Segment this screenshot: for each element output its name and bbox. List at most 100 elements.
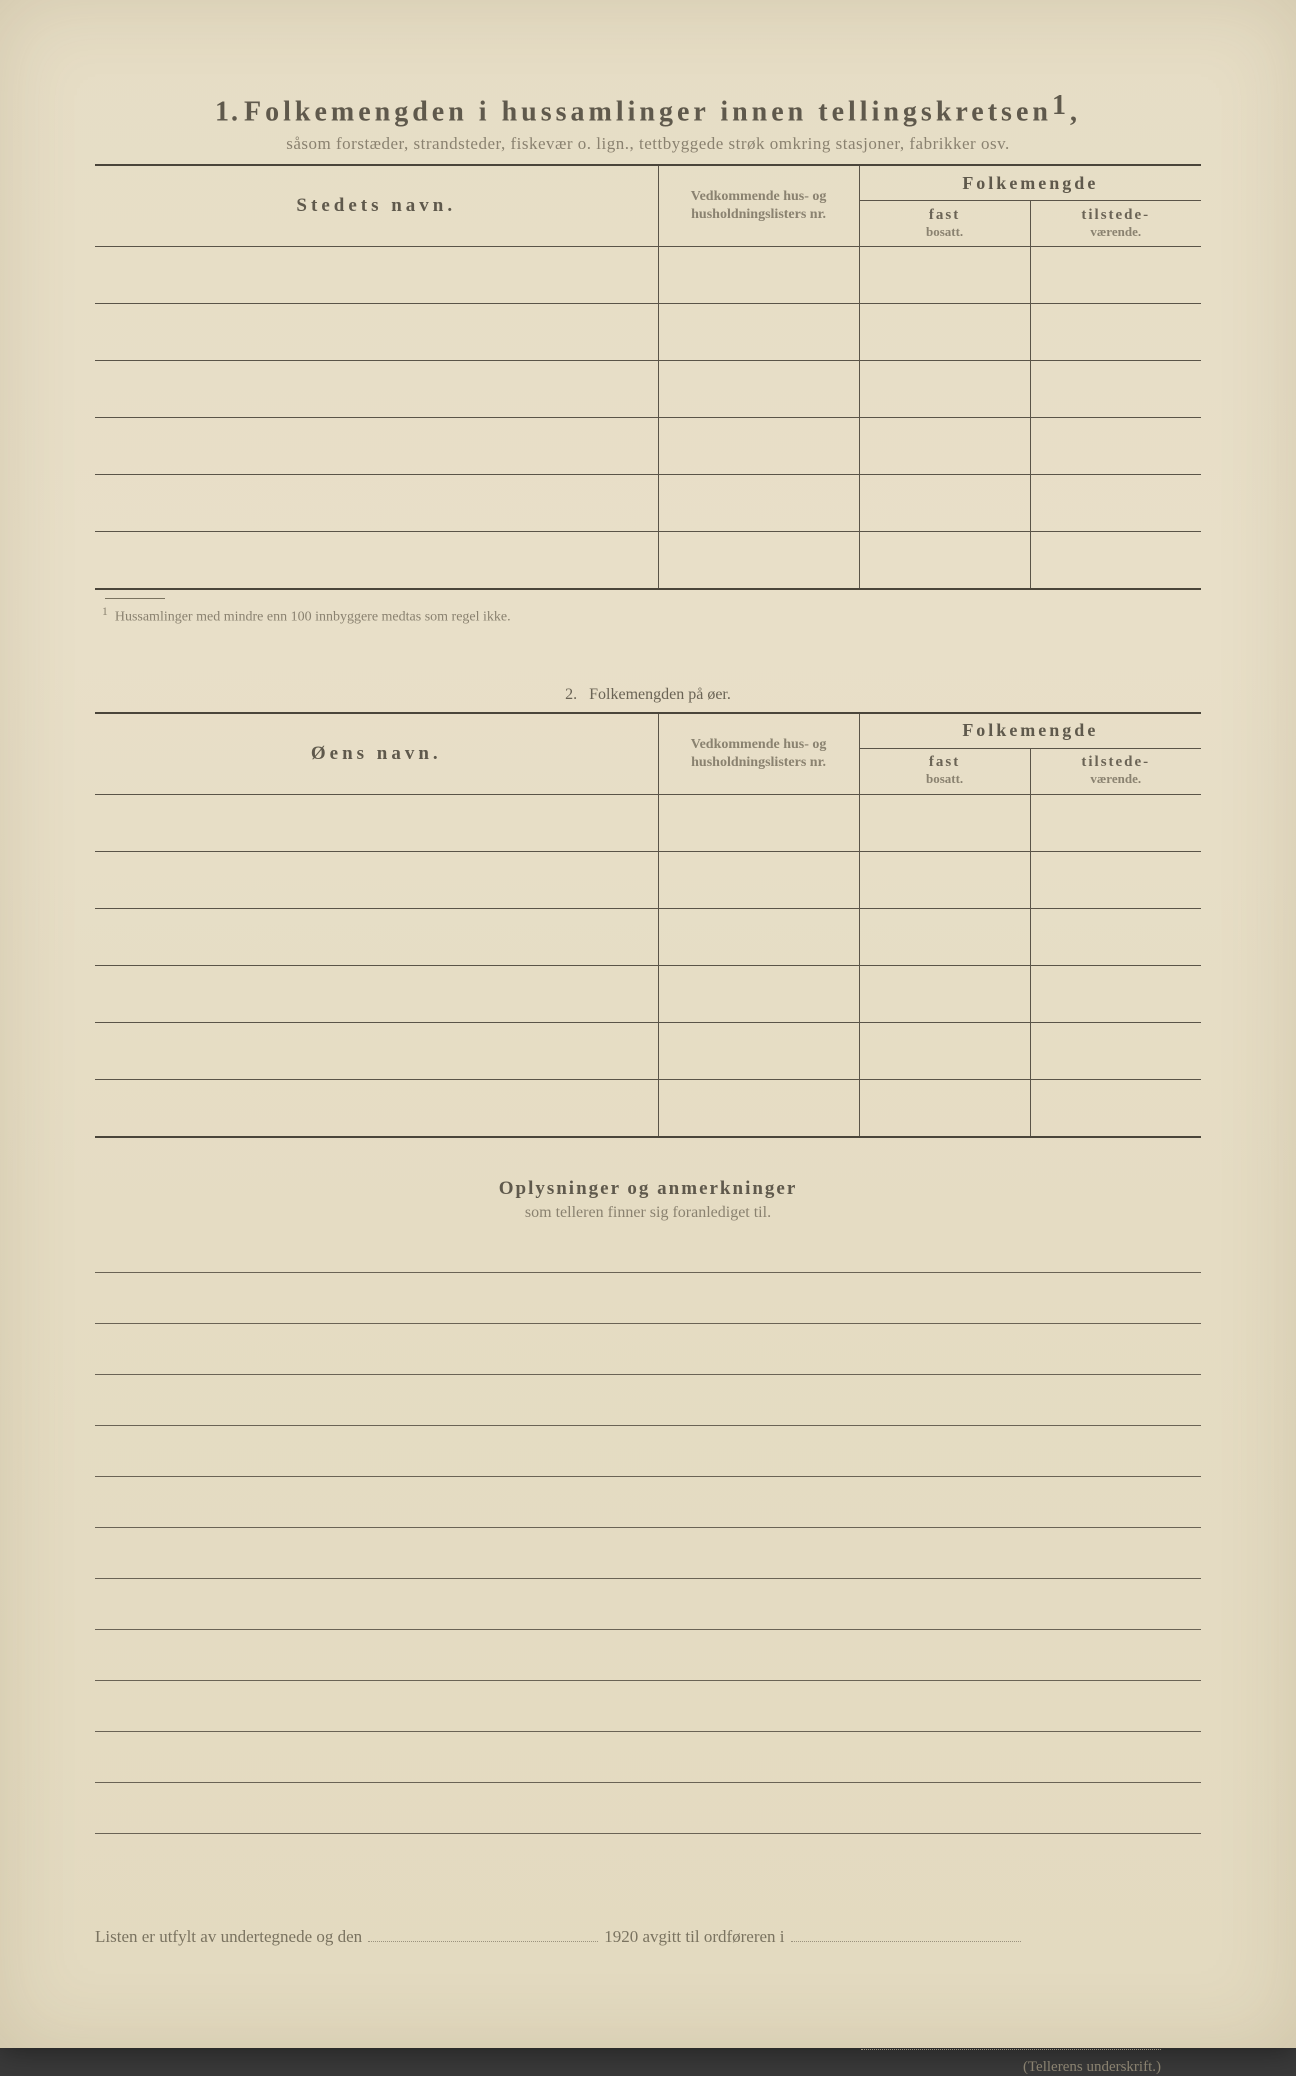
section1-col-fm: Folkemengde (962, 173, 1098, 193)
table-cell (95, 418, 658, 475)
table-cell (1030, 418, 1201, 475)
section1-title-sup: 1 (1052, 90, 1070, 121)
remarks-rule (95, 1680, 1201, 1681)
section1-col-ref: Vedkommende hus- og husholdningslisters … (659, 188, 859, 224)
table-row (95, 851, 1201, 908)
table-cell (95, 247, 658, 304)
table-cell (1030, 361, 1201, 418)
table-cell (95, 304, 658, 361)
section2-col-name: Øens navn. (311, 743, 442, 764)
table-cell (658, 247, 859, 304)
table-cell (658, 794, 859, 851)
document-page: 1. Folkemengden i hussamlinger innen tel… (0, 0, 1296, 2048)
table-cell (658, 418, 859, 475)
table-cell (1030, 532, 1201, 590)
section1-col-til-b: tilstede- (1081, 207, 1150, 223)
section2-col-fm: Folkemengde (962, 720, 1098, 740)
table-row (95, 965, 1201, 1022)
footnote-rule (105, 598, 165, 599)
table-cell (95, 475, 658, 532)
section1-number: 1. (215, 96, 240, 127)
table-cell (1030, 247, 1201, 304)
table-cell (1030, 475, 1201, 532)
remarks-rule (95, 1476, 1201, 1477)
table-cell (1030, 965, 1201, 1022)
section2-col-fast-b: fast (929, 754, 960, 770)
table-cell (95, 851, 658, 908)
table-cell (859, 794, 1030, 851)
table-cell (95, 1079, 658, 1137)
remarks-rule (95, 1782, 1201, 1783)
table-row (95, 532, 1201, 590)
section1-title: Folkemengden i hussamlinger innen tellin… (244, 96, 1052, 127)
remarks-rule (95, 1425, 1201, 1426)
section1-col-name: Stedets navn. (296, 195, 456, 216)
table-row (95, 304, 1201, 361)
remarks-rule (95, 1323, 1201, 1324)
table-cell (658, 1079, 859, 1137)
table-cell (1030, 794, 1201, 851)
table-cell (1030, 908, 1201, 965)
table-cell (658, 965, 859, 1022)
table-row (95, 418, 1201, 475)
table-row (95, 794, 1201, 851)
table-row (95, 908, 1201, 965)
remarks-rule (95, 1578, 1201, 1579)
signature-line (861, 2049, 1161, 2050)
table-cell (859, 418, 1030, 475)
table-cell (859, 304, 1030, 361)
remarks-title: Oplysninger og anmerkninger (95, 1178, 1201, 1200)
footnote-text: Hussamlinger med mindre enn 100 innbygge… (115, 610, 511, 625)
table-cell (859, 965, 1030, 1022)
footnote-marker: 1 (102, 605, 108, 618)
table-cell (859, 475, 1030, 532)
remarks-rule (95, 1731, 1201, 1732)
section2-col-ref: Vedkommende hus- og husholdningslisters … (659, 736, 859, 772)
remarks-rule (95, 1629, 1201, 1630)
remarks-rule (95, 1272, 1201, 1273)
signature-label: (Tellerens underskrift.) (95, 2059, 1161, 2076)
remarks-lines (95, 1272, 1201, 1834)
table-cell (95, 361, 658, 418)
signature-block: (Tellerens underskrift.) (95, 2037, 1201, 2076)
table-cell (859, 851, 1030, 908)
table-cell (95, 794, 658, 851)
section2-heading: 2. Folkemengden på øer. (95, 686, 1201, 704)
section1-heading: 1. Folkemengden i hussamlinger innen tel… (95, 90, 1201, 128)
bottom-attestation: Listen er utfylt av undertegnede og den … (95, 1924, 1201, 1947)
bottom-text-a: Listen er utfylt av undertegnede og den (95, 1927, 362, 1947)
bottom-fill-2 (791, 1924, 1021, 1942)
table-cell (859, 1079, 1030, 1137)
section2-table: Øens navn. Vedkommende hus- og husholdni… (95, 712, 1201, 1138)
table-cell (859, 361, 1030, 418)
table-row (95, 247, 1201, 304)
table-cell (859, 247, 1030, 304)
bottom-year: 1920 (604, 1927, 638, 1947)
table-cell (95, 908, 658, 965)
section2-col-til-b: tilstede- (1081, 754, 1150, 770)
section2-col-til-s: værende. (1090, 771, 1141, 786)
section1-table: Stedets navn. Vedkommende hus- og hushol… (95, 164, 1201, 590)
section1-footnote: 1 Hussamlinger med mindre enn 100 innbyg… (95, 605, 1201, 626)
section1-subtitle: såsom forstæder, strandsteder, fiskevær … (95, 134, 1201, 154)
section1-col-fast-b: fast (929, 207, 960, 223)
table-cell (658, 532, 859, 590)
table-cell (95, 965, 658, 1022)
remarks-subtitle: som telleren finner sig foranlediget til… (95, 1204, 1201, 1222)
table-row (95, 361, 1201, 418)
section2-title: Folkemengden på øer. (589, 686, 731, 703)
table-row (95, 1079, 1201, 1137)
table-cell (658, 908, 859, 965)
table-cell (658, 304, 859, 361)
table-cell (658, 361, 859, 418)
section1-col-til-s: værende. (1090, 224, 1141, 239)
table-cell (1030, 851, 1201, 908)
table-cell (1030, 304, 1201, 361)
table-cell (1030, 1079, 1201, 1137)
table-cell (658, 1022, 859, 1079)
table-row (95, 1022, 1201, 1079)
section2-col-fast-s: bosatt. (926, 771, 963, 786)
remarks-rule (95, 1527, 1201, 1528)
table-cell (859, 1022, 1030, 1079)
bottom-text-b: avgitt til ordføreren i (642, 1927, 784, 1947)
